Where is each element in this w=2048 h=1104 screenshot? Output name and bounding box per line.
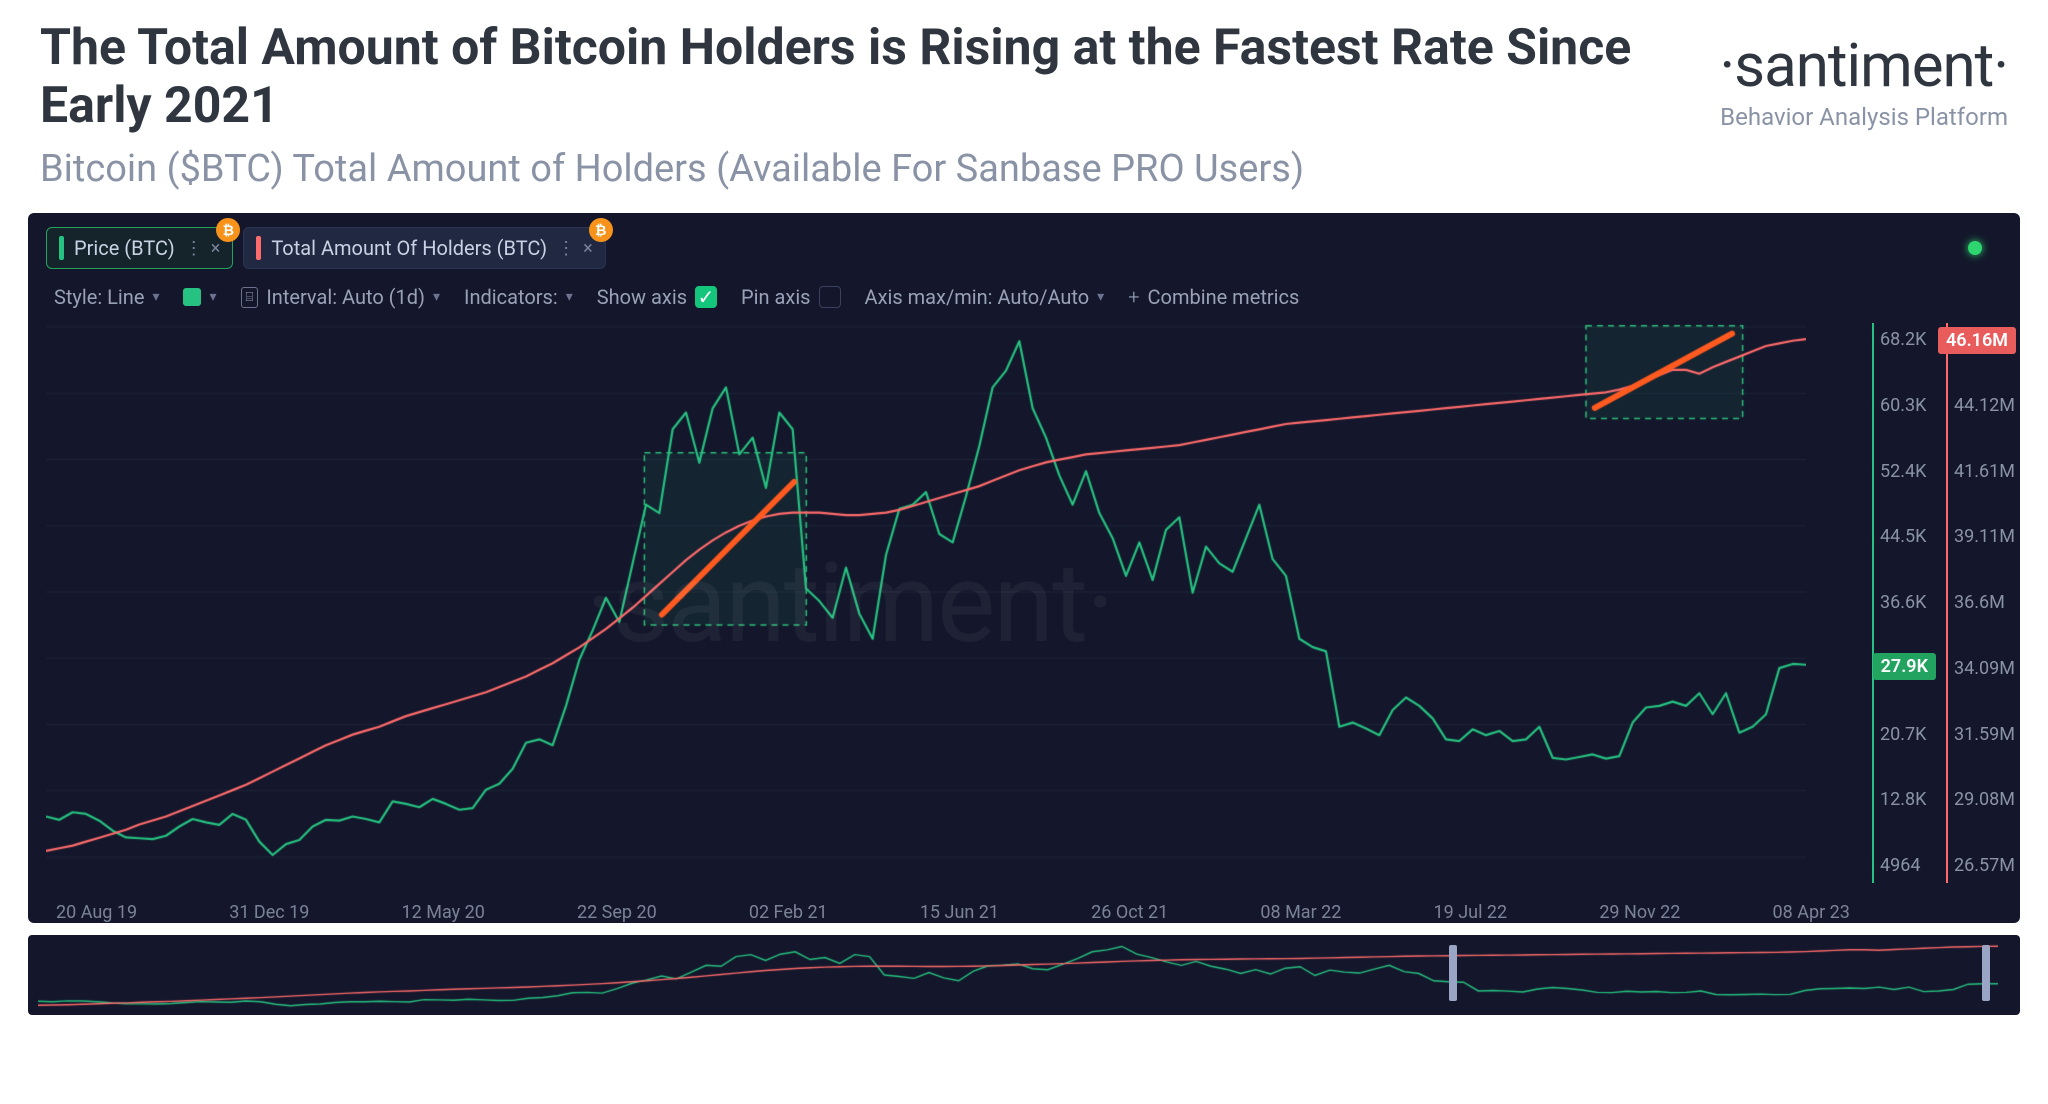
x-tick-label: 02 Feb 21 bbox=[749, 902, 828, 923]
y-axis-price: 68.2K60.3K52.4K44.5K36.6K27.9K20.7K12.8K… bbox=[1874, 323, 1946, 883]
btc-coin-icon: ₿ bbox=[589, 218, 613, 242]
x-tick-label: 12 May 20 bbox=[402, 902, 485, 923]
y-axis-holders: 46.62M44.12M41.61M39.11M36.6M34.09M31.59… bbox=[1948, 323, 2020, 883]
x-tick-label: 20 Aug 19 bbox=[56, 902, 137, 923]
x-tick-label: 29 Nov 22 bbox=[1599, 902, 1680, 923]
x-tick-label: 22 Sep 20 bbox=[577, 902, 657, 923]
axis-minmax-selector[interactable]: Axis max/min: Auto/Auto▾ bbox=[865, 285, 1105, 309]
y-axis-right: 68.2K60.3K52.4K44.5K36.6K27.9K20.7K12.8K… bbox=[1872, 323, 2020, 883]
calendar-icon: ⌸ bbox=[241, 287, 259, 308]
checkbox-on-icon: ✓ bbox=[695, 286, 717, 308]
style-selector[interactable]: Style: Line▾ bbox=[54, 285, 159, 309]
legend-chip-holders[interactable]: Total Amount Of Holders (BTC) ⋮ × ₿ bbox=[243, 227, 605, 269]
x-tick-label: 26 Oct 21 bbox=[1091, 902, 1168, 923]
checkbox-off-icon bbox=[819, 286, 841, 308]
mini-chart-canvas[interactable] bbox=[38, 941, 1998, 1009]
chevron-down-icon: ▾ bbox=[433, 289, 440, 305]
status-indicator-icon bbox=[1968, 241, 1982, 255]
pin-axis-toggle[interactable]: Pin axis bbox=[741, 285, 840, 309]
btc-coin-icon: ₿ bbox=[216, 218, 240, 242]
x-axis: 20 Aug 19 31 Dec 19 12 May 20 22 Sep 20 02 F… bbox=[46, 902, 1860, 923]
chevron-down-icon: ▾ bbox=[152, 289, 159, 305]
x-tick-label: 15 Jun 21 bbox=[920, 902, 999, 923]
chart-toolbar: Style: Line▾ ▾ ⌸Interval: Auto (1d)▾ Ind… bbox=[28, 279, 2020, 323]
legend-label-holders: Total Amount Of Holders (BTC) bbox=[271, 236, 547, 260]
chevron-down-icon: ▾ bbox=[209, 289, 216, 305]
chart-area[interactable]: ·santiment· 68.2K60.3K52.4K44.5K36.6K27.… bbox=[28, 323, 2020, 923]
legend-color-price bbox=[59, 236, 64, 260]
color-selector[interactable]: ▾ bbox=[183, 288, 216, 306]
chevron-down-icon: ▾ bbox=[566, 289, 573, 305]
chip-more-icon[interactable]: ⋮ bbox=[557, 238, 575, 259]
show-axis-toggle[interactable]: Show axis✓ bbox=[597, 285, 717, 309]
brand-logo: ·santiment· bbox=[1719, 30, 2008, 101]
current-price-badge: 27.9K bbox=[1873, 653, 1936, 680]
legend-chip-price[interactable]: Price (BTC) ⋮ × ₿ bbox=[46, 227, 233, 269]
chart-container: Price (BTC) ⋮ × ₿ Total Amount Of Holder… bbox=[28, 213, 2020, 923]
legend-row: Price (BTC) ⋮ × ₿ Total Amount Of Holder… bbox=[28, 213, 2020, 279]
chip-actions: ⋮ × bbox=[557, 238, 593, 259]
x-tick-label: 08 Apr 23 bbox=[1773, 902, 1850, 923]
plus-icon: + bbox=[1128, 285, 1139, 309]
header: The Total Amount of Bitcoin Holders is R… bbox=[0, 0, 2048, 201]
chevron-down-icon: ▾ bbox=[1097, 289, 1104, 305]
legend-color-holders bbox=[256, 236, 261, 260]
current-holders-badge: 46.16M bbox=[1938, 327, 2016, 354]
x-tick-label: 31 Dec 19 bbox=[229, 902, 309, 923]
range-handle-right[interactable] bbox=[1982, 945, 1990, 1001]
chip-close-icon[interactable]: × bbox=[583, 238, 593, 259]
x-tick-label: 19 Jul 22 bbox=[1434, 902, 1508, 923]
color-swatch-icon bbox=[183, 288, 201, 306]
interval-selector[interactable]: ⌸Interval: Auto (1d)▾ bbox=[241, 285, 441, 309]
x-tick-label: 08 Mar 22 bbox=[1260, 902, 1341, 923]
page-title: The Total Amount of Bitcoin Holders is R… bbox=[40, 20, 1719, 135]
mini-chart-container[interactable] bbox=[28, 935, 2020, 1015]
combine-metrics-button[interactable]: +Combine metrics bbox=[1128, 285, 1299, 309]
page-subtitle: Bitcoin ($BTC) Total Amount of Holders (… bbox=[40, 147, 1719, 191]
chip-actions: ⋮ × bbox=[185, 238, 221, 259]
range-handle-left[interactable] bbox=[1449, 945, 1457, 1001]
indicators-selector[interactable]: Indicators:▾ bbox=[464, 285, 573, 309]
legend-label-price: Price (BTC) bbox=[74, 236, 175, 260]
header-right: ·santiment· Behavior Analysis Platform bbox=[1719, 20, 2008, 131]
chip-more-icon[interactable]: ⋮ bbox=[185, 238, 203, 259]
chip-close-icon[interactable]: × bbox=[211, 238, 221, 259]
header-left: The Total Amount of Bitcoin Holders is R… bbox=[40, 20, 1719, 191]
main-chart-canvas[interactable] bbox=[46, 323, 1806, 883]
brand-tagline: Behavior Analysis Platform bbox=[1719, 103, 2008, 131]
